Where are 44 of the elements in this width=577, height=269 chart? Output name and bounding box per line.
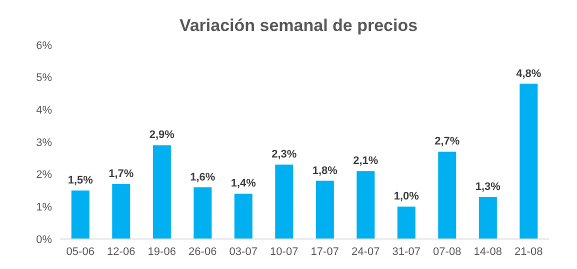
y-tick-label: 6% <box>36 40 52 52</box>
data-label: 1,8% <box>312 164 338 177</box>
bar <box>112 184 130 239</box>
bar <box>234 194 252 239</box>
data-label: 1,0% <box>394 190 420 203</box>
x-tick-label: 07-08 <box>433 246 462 258</box>
data-label: 1,3% <box>475 180 501 193</box>
bar <box>71 190 90 239</box>
x-tick-label: 05-06 <box>66 246 94 258</box>
data-label: 1,7% <box>108 168 134 180</box>
bar <box>520 84 538 239</box>
x-tick-label: 03-07 <box>229 246 258 258</box>
bar <box>397 206 416 239</box>
data-label: 4,8% <box>516 68 542 80</box>
y-tick-label: 3% <box>36 136 52 149</box>
x-tick-label: 17-07 <box>310 246 339 258</box>
x-tick-label: 14-08 <box>474 246 502 258</box>
x-tick-label: 21-08 <box>514 246 543 258</box>
bar <box>152 145 171 239</box>
bar <box>478 196 497 239</box>
bar <box>356 171 375 239</box>
data-label: 2,9% <box>149 129 175 142</box>
data-label: 1,6% <box>190 171 216 184</box>
bar <box>275 164 294 239</box>
data-label: 1,5% <box>68 174 94 186</box>
bar <box>438 152 456 239</box>
x-tick-label: 26-06 <box>188 246 217 258</box>
x-tick-label: 19-06 <box>148 246 176 258</box>
data-label: 2,1% <box>353 155 378 168</box>
x-tick-label: 24-07 <box>352 246 380 258</box>
y-tick-label: 2% <box>36 169 52 182</box>
data-label: 2,3% <box>272 148 297 161</box>
y-tick-label: 4% <box>36 104 52 117</box>
x-tick-label: 31-07 <box>392 246 420 258</box>
x-tick-label: 12-06 <box>107 246 136 258</box>
chart-title: Variación semanal de precios <box>178 15 419 37</box>
data-label: 1,4% <box>230 178 256 190</box>
y-tick-label: 0% <box>36 234 52 246</box>
y-tick-label: 5% <box>36 72 52 84</box>
bar <box>316 180 334 239</box>
y-tick-label: 1% <box>36 202 52 214</box>
bar <box>194 187 212 239</box>
x-tick-label: 10-07 <box>270 246 298 258</box>
data-label: 2,7% <box>434 136 460 148</box>
